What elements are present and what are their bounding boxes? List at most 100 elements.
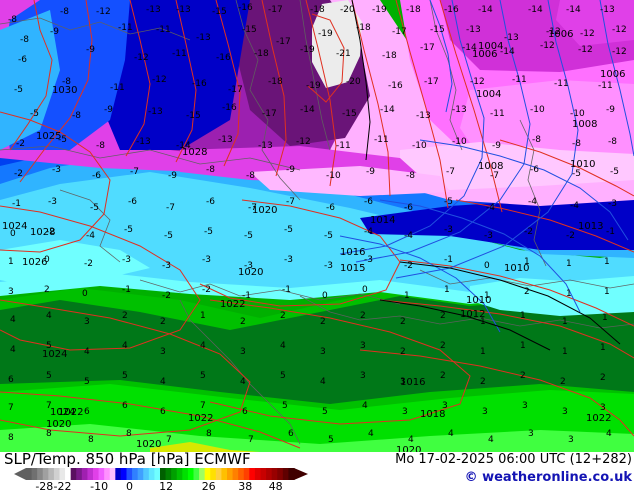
isobar-value-label: 1024 bbox=[50, 407, 76, 418]
temperature-label: -1 bbox=[444, 255, 453, 265]
temperature-label: -18 bbox=[356, 23, 371, 33]
temperature-label: 2 bbox=[440, 371, 446, 381]
temperature-label: 5 bbox=[282, 401, 288, 411]
temperature-label: 8 bbox=[46, 429, 52, 439]
temperature-label: 1 bbox=[480, 317, 486, 327]
temp-band-magenta-right bbox=[556, 0, 634, 46]
isobar-value-label: 1022 bbox=[188, 413, 214, 424]
isobar-value-label: 1020 bbox=[252, 205, 278, 216]
color-scale-swatch bbox=[243, 468, 250, 480]
temperature-label: 1 bbox=[484, 291, 490, 301]
temperature-label: -5 bbox=[204, 227, 213, 237]
isobar-value-label: 1008 bbox=[572, 119, 598, 130]
isobar-value-label: 1022 bbox=[58, 407, 84, 418]
temperature-label: -5 bbox=[324, 231, 333, 241]
temperature-label: -18 bbox=[382, 51, 397, 61]
temperature-label: 3 bbox=[442, 401, 448, 411]
color-scale-swatch bbox=[227, 468, 234, 480]
temperature-label: 1 bbox=[566, 259, 572, 269]
temperature-label: -12 bbox=[612, 47, 627, 57]
isobar-value-label: 1024 bbox=[2, 221, 28, 232]
temperature-label: -14 bbox=[300, 105, 315, 115]
temperature-label: 7 bbox=[46, 401, 52, 411]
temperature-label: -12 bbox=[152, 75, 167, 85]
temperature-label: -1 bbox=[122, 285, 131, 295]
isobar-value-label: 1020 bbox=[46, 419, 72, 430]
isobar-value-label: 1020 bbox=[396, 445, 422, 453]
temperature-label: -13 bbox=[176, 5, 191, 15]
temperature-label: 4 bbox=[368, 429, 374, 439]
color-scale-right-arrow bbox=[294, 468, 308, 480]
temperature-label: 5 bbox=[84, 377, 90, 387]
temperature-label: -6 bbox=[530, 165, 539, 175]
color-scale-swatch bbox=[254, 468, 262, 480]
isobar-value-label: 1028 bbox=[30, 227, 56, 238]
temp-band-blue-topleft bbox=[95, 0, 250, 150]
temperature-label: 5 bbox=[328, 435, 334, 445]
color-scale-ticks: -28 -22 -10 0 12 26 38 48 bbox=[0, 480, 320, 493]
temperature-label: -16 bbox=[216, 53, 231, 63]
temperature-label: -19 bbox=[306, 81, 321, 91]
isobar-blue-layer bbox=[339, 0, 634, 333]
temperature-label: -8 bbox=[572, 139, 581, 149]
temperature-label: 3 bbox=[562, 407, 568, 417]
temp-band-pinkpale-lower bbox=[250, 166, 450, 196]
temperature-label: -8 bbox=[20, 35, 29, 45]
temperature-label: 1 bbox=[444, 285, 450, 295]
isobar-value-label: 1004 bbox=[478, 41, 504, 52]
color-scale-swatch bbox=[249, 468, 256, 480]
isobar-black-layer bbox=[351, 0, 621, 351]
temperature-label: -3 bbox=[324, 261, 333, 271]
color-scale-swatch bbox=[154, 468, 161, 480]
color-scale-swatch bbox=[160, 468, 167, 480]
temperature-label: -5 bbox=[244, 231, 253, 241]
color-scale-swatch bbox=[98, 468, 105, 480]
color-scale-swatch bbox=[187, 468, 195, 480]
color-scale-swatch bbox=[76, 468, 83, 480]
temperature-label: -18 bbox=[406, 5, 421, 15]
isobar-value-label: 1006 bbox=[548, 29, 574, 40]
color-scale-swatch bbox=[282, 468, 290, 480]
temperature-label: -14 bbox=[500, 47, 515, 57]
temperature-label: -7 bbox=[166, 203, 175, 213]
temp-band-yellowish bbox=[150, 442, 260, 452]
temperature-label: -9 bbox=[286, 165, 295, 175]
isobar-value-label: 1004 bbox=[476, 89, 502, 100]
isobar-value-label: 1006 bbox=[472, 49, 498, 60]
temperature-label: 2 bbox=[480, 377, 486, 387]
temperature-label: -17 bbox=[392, 27, 407, 37]
temperature-label: -12 bbox=[96, 7, 111, 17]
color-scale-swatch bbox=[193, 468, 200, 480]
color-scale-tick-label: -10 bbox=[90, 480, 109, 493]
temperature-label: 8 bbox=[88, 435, 94, 445]
temperature-label: 5 bbox=[200, 371, 206, 381]
temperature-label: 0 bbox=[10, 229, 16, 239]
temperature-label: 1 bbox=[566, 289, 572, 299]
weather-map[interactable]: -8 -8 -12 -13 -13 -15 -16 -17 -18 -20 -19 -18 -16 -14… bbox=[0, 0, 634, 452]
color-scale-swatch bbox=[232, 468, 239, 480]
temperature-label: -3 bbox=[122, 255, 131, 265]
temperature-label: 2 bbox=[280, 311, 286, 321]
temperature-label: -3 bbox=[202, 255, 211, 265]
temperature-label: -10 bbox=[452, 137, 467, 147]
temperature-label: -16 bbox=[222, 103, 237, 113]
temperature-label: 4 bbox=[10, 315, 16, 325]
color-scale-swatch bbox=[42, 468, 49, 480]
temperature-label: 4 bbox=[46, 311, 52, 321]
isobar-value-label: 1010 bbox=[570, 159, 596, 170]
temp-band-navy-right bbox=[360, 196, 634, 250]
temperature-label: -9 bbox=[366, 167, 375, 177]
temperature-label: 0 bbox=[44, 255, 50, 265]
color-scale-swatch bbox=[109, 468, 116, 480]
temperature-label: 2 bbox=[360, 311, 366, 321]
temperature-label: 3 bbox=[522, 401, 528, 411]
temp-band-white-cold bbox=[312, 0, 362, 88]
isobar-value-label: 1015 bbox=[340, 263, 366, 274]
temperature-label: -12 bbox=[612, 25, 627, 35]
temperature-label: 6 bbox=[160, 407, 166, 417]
color-scale-swatch bbox=[271, 468, 278, 480]
temperature-label: -4 bbox=[364, 227, 373, 237]
temperature-label: -1 bbox=[12, 199, 21, 209]
temperature-label: 5 bbox=[46, 371, 52, 381]
temp-band-green-yellow bbox=[0, 424, 634, 452]
